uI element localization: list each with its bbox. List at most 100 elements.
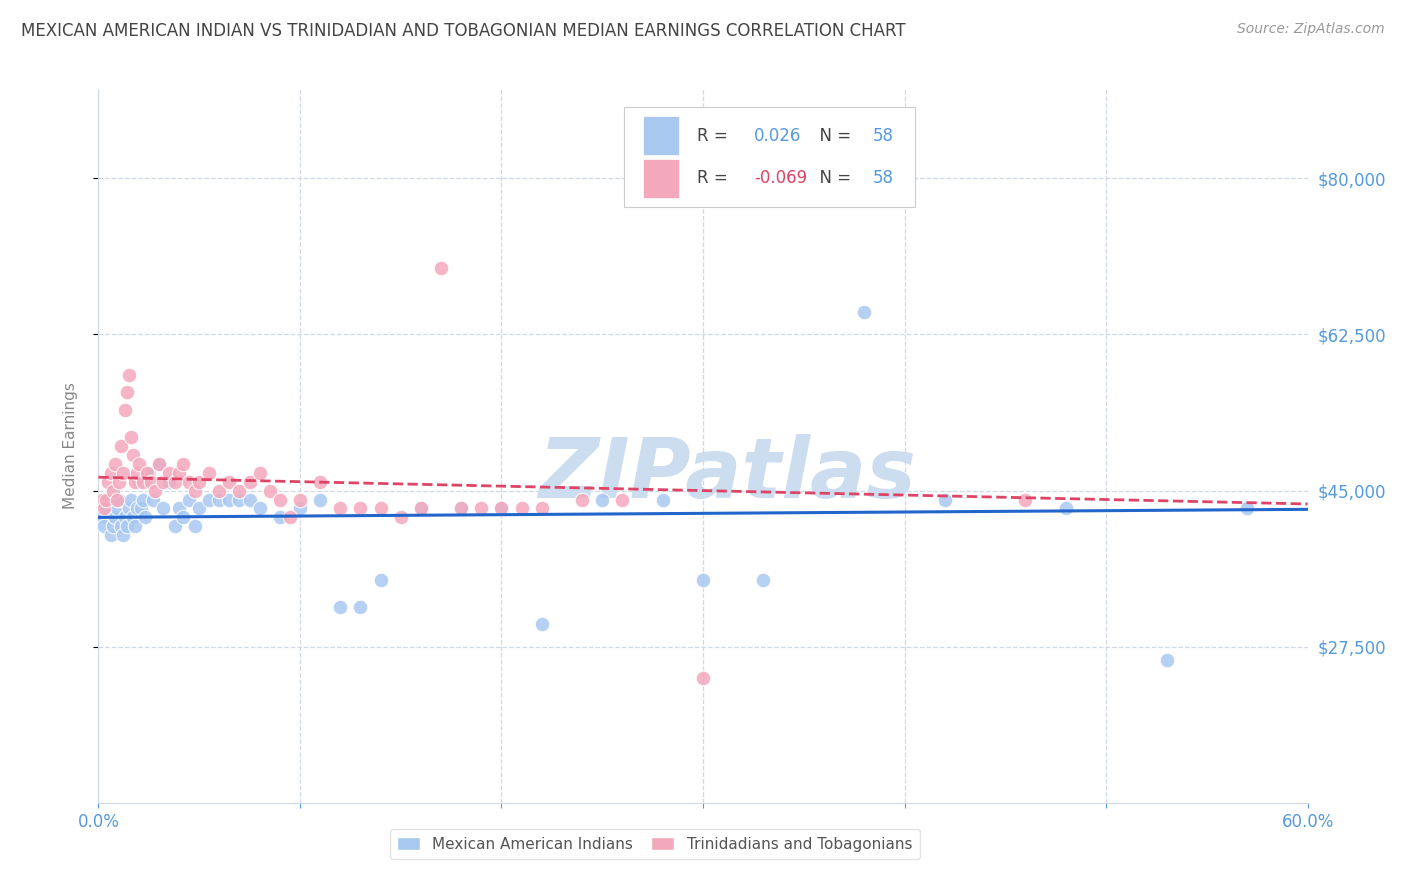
Point bbox=[128, 457, 150, 471]
Point bbox=[114, 510, 136, 524]
Point bbox=[470, 501, 492, 516]
Point bbox=[107, 492, 129, 507]
Point bbox=[269, 510, 291, 524]
Point bbox=[97, 492, 120, 507]
Point bbox=[134, 510, 156, 524]
Point bbox=[100, 528, 122, 542]
Text: ZIPatlas: ZIPatlas bbox=[538, 434, 917, 515]
Point bbox=[491, 501, 513, 516]
Text: Source: ZipAtlas.com: Source: ZipAtlas.com bbox=[1237, 22, 1385, 37]
Point bbox=[188, 501, 211, 516]
Point bbox=[100, 466, 122, 480]
Point bbox=[591, 492, 613, 507]
FancyBboxPatch shape bbox=[643, 116, 679, 155]
Point bbox=[288, 501, 311, 516]
Text: R =: R = bbox=[697, 127, 733, 145]
Point bbox=[163, 519, 186, 533]
Text: 58: 58 bbox=[872, 127, 893, 145]
Point bbox=[152, 501, 174, 516]
Point bbox=[259, 483, 281, 498]
Point bbox=[530, 617, 553, 632]
Point bbox=[218, 492, 240, 507]
Point bbox=[110, 519, 132, 533]
Point bbox=[139, 475, 162, 489]
Point bbox=[309, 475, 332, 489]
Point bbox=[114, 403, 136, 417]
FancyBboxPatch shape bbox=[643, 159, 679, 198]
Point bbox=[389, 510, 412, 524]
Point bbox=[228, 483, 250, 498]
Text: N =: N = bbox=[810, 127, 856, 145]
Point bbox=[125, 466, 148, 480]
Point bbox=[111, 528, 134, 542]
Point bbox=[103, 510, 125, 524]
Point bbox=[179, 475, 201, 489]
Point bbox=[148, 457, 170, 471]
Y-axis label: Median Earnings: Median Earnings bbox=[63, 383, 77, 509]
Text: N =: N = bbox=[810, 169, 856, 187]
Point bbox=[105, 501, 128, 516]
Point bbox=[239, 492, 262, 507]
Point bbox=[450, 501, 472, 516]
Point bbox=[184, 519, 207, 533]
Point bbox=[329, 501, 352, 516]
Legend: Mexican American Indians, Trinidadians and Tobagonians: Mexican American Indians, Trinidadians a… bbox=[389, 829, 920, 859]
Point bbox=[692, 573, 714, 587]
Point bbox=[129, 501, 152, 516]
Point bbox=[188, 475, 211, 489]
Point bbox=[124, 475, 146, 489]
Point bbox=[208, 492, 231, 507]
Point bbox=[612, 492, 634, 507]
Point bbox=[1156, 653, 1178, 667]
Point bbox=[93, 501, 115, 516]
Point bbox=[107, 475, 129, 489]
Point bbox=[148, 457, 170, 471]
Point bbox=[118, 368, 141, 382]
Point bbox=[409, 501, 432, 516]
Point bbox=[198, 492, 221, 507]
Point bbox=[142, 492, 165, 507]
Point bbox=[288, 492, 311, 507]
Point bbox=[167, 466, 190, 480]
Point bbox=[128, 475, 150, 489]
Point bbox=[118, 501, 141, 516]
Point bbox=[101, 519, 124, 533]
Point bbox=[121, 510, 143, 524]
Point bbox=[1014, 492, 1036, 507]
Point bbox=[491, 501, 513, 516]
Point bbox=[91, 492, 114, 507]
Point bbox=[934, 492, 956, 507]
Point bbox=[752, 573, 775, 587]
Point bbox=[115, 385, 138, 400]
Text: 58: 58 bbox=[872, 169, 893, 187]
Text: -0.069: -0.069 bbox=[754, 169, 807, 187]
Point bbox=[228, 492, 250, 507]
Point bbox=[138, 466, 160, 480]
Point bbox=[124, 519, 146, 533]
Point bbox=[105, 492, 128, 507]
Point bbox=[370, 573, 392, 587]
Point bbox=[218, 475, 240, 489]
Point bbox=[143, 483, 166, 498]
Point bbox=[329, 599, 352, 614]
Point bbox=[184, 483, 207, 498]
Point bbox=[120, 430, 142, 444]
Point bbox=[91, 510, 114, 524]
Point bbox=[269, 492, 291, 507]
Point bbox=[110, 439, 132, 453]
Point bbox=[249, 466, 271, 480]
Point bbox=[239, 475, 262, 489]
Text: R =: R = bbox=[697, 169, 733, 187]
Point bbox=[103, 457, 125, 471]
Text: 0.026: 0.026 bbox=[754, 127, 801, 145]
Point bbox=[530, 501, 553, 516]
Point bbox=[510, 501, 533, 516]
Point bbox=[179, 492, 201, 507]
Point bbox=[349, 501, 371, 516]
Point bbox=[1054, 501, 1077, 516]
Point bbox=[692, 671, 714, 685]
Point bbox=[349, 599, 371, 614]
Point bbox=[132, 475, 155, 489]
Point bbox=[152, 475, 174, 489]
Point bbox=[309, 492, 332, 507]
